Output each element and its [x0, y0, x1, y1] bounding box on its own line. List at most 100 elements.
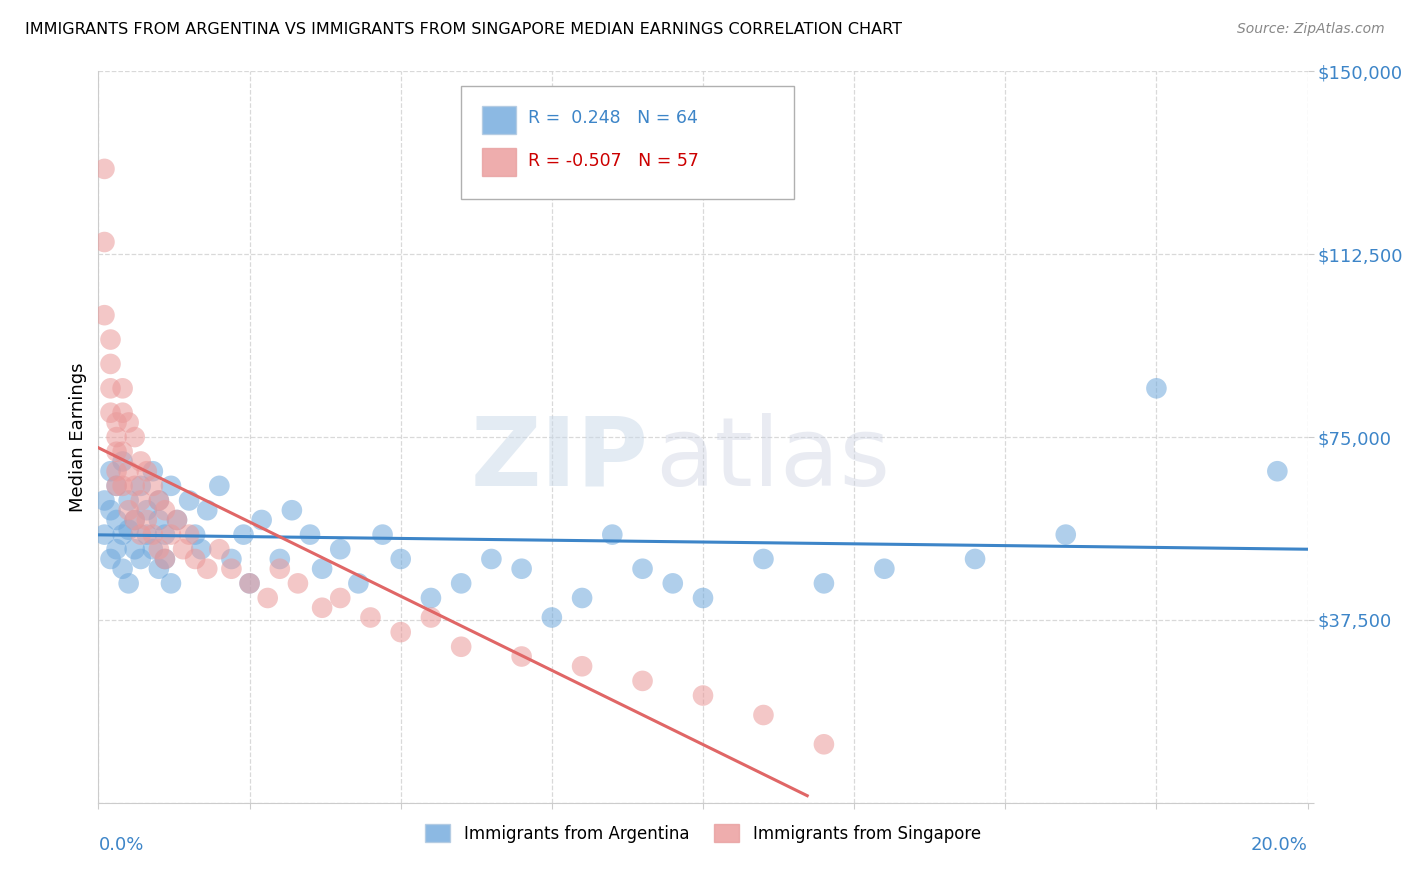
Point [450, 576, 472, 591]
Point [179, 527, 201, 541]
Text: Source: ZipAtlas.com: Source: ZipAtlas.com [1237, 22, 1385, 37]
Point [540, 610, 562, 624]
Point [510, 649, 533, 664]
Point [347, 576, 370, 591]
Text: atlas: atlas [655, 412, 890, 506]
Point [105, 430, 128, 444]
Point [129, 493, 152, 508]
Point [311, 600, 333, 615]
Point [360, 610, 382, 624]
Point [93, 161, 115, 176]
Point [124, 430, 146, 444]
Point [1267, 464, 1289, 478]
Point [661, 576, 683, 591]
Point [105, 542, 128, 557]
Point [135, 503, 157, 517]
Point [195, 562, 218, 576]
Point [118, 493, 141, 508]
Point [118, 464, 141, 478]
Point [111, 406, 134, 420]
Text: R = -0.507   N = 57: R = -0.507 N = 57 [527, 152, 699, 169]
Point [129, 527, 152, 541]
Text: IMMIGRANTS FROM ARGENTINA VS IMMIGRANTS FROM SINGAPORE MEDIAN EARNINGS CORRELATI: IMMIGRANTS FROM ARGENTINA VS IMMIGRANTS … [25, 22, 903, 37]
Point [111, 527, 134, 541]
Point [239, 576, 262, 591]
Point [287, 576, 309, 591]
Point [105, 479, 128, 493]
Point [124, 542, 146, 557]
FancyBboxPatch shape [482, 148, 516, 176]
Point [105, 464, 128, 478]
Point [208, 479, 231, 493]
Point [142, 527, 165, 541]
Point [148, 562, 170, 576]
Point [184, 527, 207, 541]
Text: 20.0%: 20.0% [1251, 836, 1308, 854]
Point [256, 591, 278, 605]
Point [389, 625, 412, 640]
Point [129, 454, 152, 468]
Point [166, 513, 188, 527]
Point [135, 464, 157, 478]
Point [118, 576, 141, 591]
Text: ZIP: ZIP [471, 412, 648, 506]
Point [166, 513, 188, 527]
Point [389, 552, 412, 566]
Point [135, 527, 157, 541]
Point [111, 562, 134, 576]
Point [692, 591, 714, 605]
Point [329, 542, 352, 557]
Point [111, 444, 134, 458]
Point [450, 640, 472, 654]
Point [153, 552, 176, 566]
Point [100, 464, 122, 478]
Point [100, 552, 122, 566]
Point [93, 235, 115, 249]
Point [281, 503, 304, 517]
Point [153, 527, 176, 541]
Point [239, 576, 262, 591]
Point [160, 576, 183, 591]
Point [93, 308, 115, 322]
Point [184, 552, 207, 566]
Point [129, 479, 152, 493]
Point [124, 479, 146, 493]
Point [148, 493, 170, 508]
Point [124, 513, 146, 527]
Point [100, 333, 122, 347]
Point [100, 406, 122, 420]
Point [93, 493, 115, 508]
Point [111, 479, 134, 493]
Point [269, 562, 291, 576]
Point [813, 737, 835, 751]
Point [118, 416, 141, 430]
Point [111, 454, 134, 468]
FancyBboxPatch shape [461, 86, 793, 200]
Point [481, 552, 503, 566]
Point [135, 513, 157, 527]
Point [172, 542, 194, 557]
Point [631, 562, 654, 576]
Point [329, 591, 352, 605]
Point [100, 381, 122, 395]
Point [752, 708, 775, 723]
Point [813, 576, 835, 591]
Point [208, 542, 231, 557]
Point [153, 552, 176, 566]
Point [752, 552, 775, 566]
Point [129, 552, 152, 566]
Point [142, 464, 165, 478]
Point [148, 542, 170, 557]
Point [190, 542, 212, 557]
Point [100, 503, 122, 517]
Point [1054, 527, 1077, 541]
Point [100, 357, 122, 371]
Point [232, 527, 254, 541]
Point [160, 527, 183, 541]
Point [420, 610, 443, 624]
Point [118, 503, 141, 517]
Point [420, 591, 443, 605]
Point [631, 673, 654, 688]
Point [311, 562, 333, 576]
Point [195, 503, 218, 517]
